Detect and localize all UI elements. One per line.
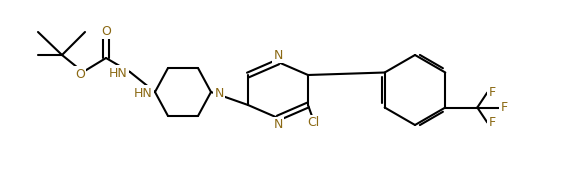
Text: F: F xyxy=(501,101,508,114)
Text: O: O xyxy=(75,68,85,80)
Text: N: N xyxy=(274,119,283,132)
Text: HN: HN xyxy=(109,66,128,80)
Text: F: F xyxy=(489,86,496,99)
Text: N: N xyxy=(274,48,283,61)
Text: O: O xyxy=(101,24,111,38)
Text: Cl: Cl xyxy=(307,117,319,130)
Text: N: N xyxy=(214,87,224,100)
Text: F: F xyxy=(489,116,496,129)
Text: HN: HN xyxy=(134,87,152,100)
